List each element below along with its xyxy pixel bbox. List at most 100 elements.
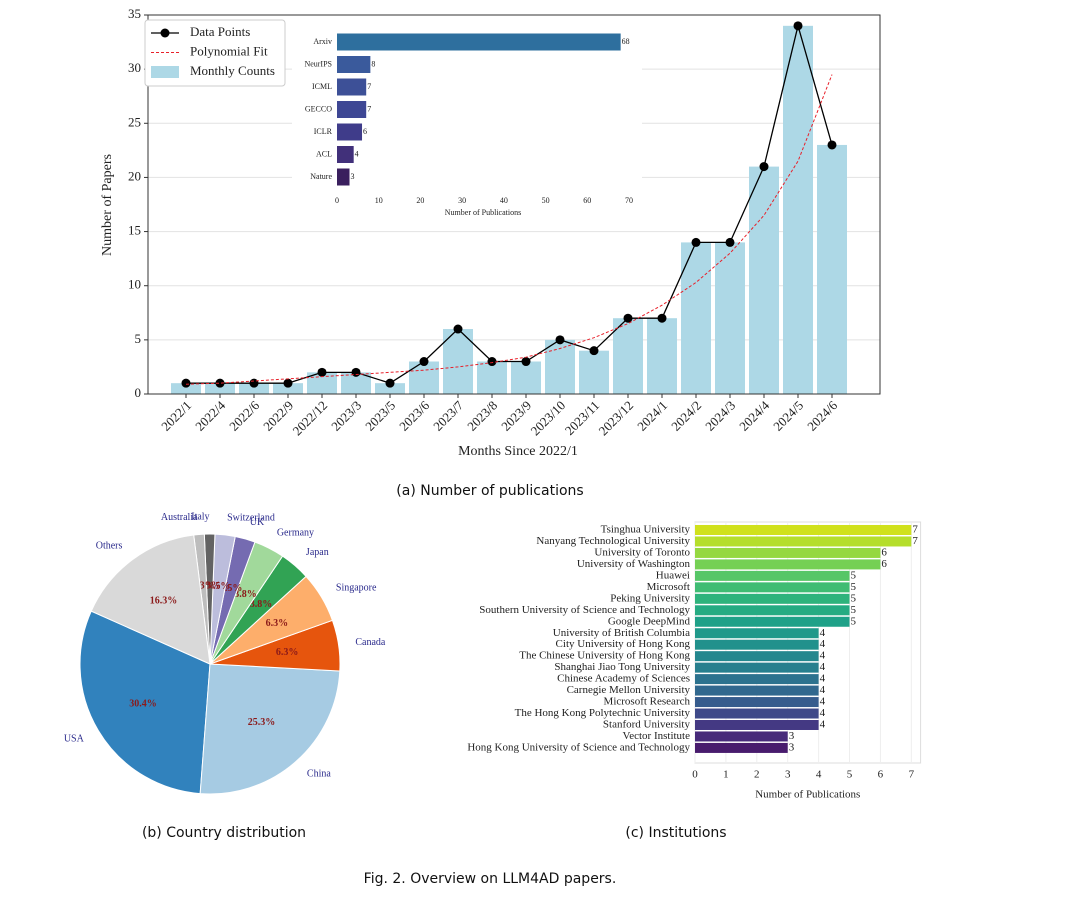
- data-point: [555, 335, 565, 345]
- x-tick-label: 2: [754, 769, 760, 781]
- value-label: 4: [820, 673, 826, 685]
- slice-value-label: 2.5%: [208, 581, 231, 592]
- value-label: 4: [820, 719, 826, 731]
- bar: [337, 56, 371, 73]
- value-label: 3: [789, 741, 795, 753]
- category-label: GECCO: [305, 104, 332, 113]
- bar: [695, 605, 850, 616]
- bar: [171, 383, 201, 394]
- pie-slice: [199, 663, 341, 795]
- figure-caption: Fig. 2. Overview on LLM4AD papers.: [364, 871, 617, 887]
- value-label: 3: [789, 730, 795, 742]
- plot-frame: [147, 14, 881, 395]
- bar: [695, 742, 788, 753]
- value-label: 7: [367, 104, 371, 113]
- x-tick-label: 20: [416, 196, 424, 205]
- x-tick-label: 0: [692, 769, 698, 781]
- legend-label: Polynomial Fit: [190, 43, 268, 58]
- value-label: 6: [881, 546, 887, 558]
- bar: [695, 697, 819, 708]
- y-axis-label: Number of Papers: [100, 154, 115, 256]
- category-label: Microsoft: [647, 581, 690, 593]
- slice-value-label: 25.3%: [248, 717, 276, 728]
- data-point: [181, 378, 191, 388]
- data-point: [385, 378, 395, 388]
- slice-value-label: 30.4%: [129, 698, 157, 709]
- category-label: Vector Institute: [622, 730, 690, 742]
- slice-label: USA: [64, 734, 85, 745]
- legend-swatch: [151, 66, 179, 78]
- bar: [715, 242, 745, 394]
- y-tick-label: 35: [128, 6, 141, 21]
- bar: [337, 101, 367, 118]
- value-label: 4: [355, 149, 359, 158]
- y-tick-label: 15: [128, 223, 141, 238]
- data-point: [419, 357, 429, 367]
- x-axis-label: Months Since 2022/1: [458, 444, 578, 459]
- x-tick-label: 0: [335, 196, 339, 205]
- bar: [817, 144, 847, 394]
- bar: [273, 383, 303, 394]
- data-point: [623, 313, 633, 323]
- bar: [695, 570, 850, 581]
- bar: [337, 78, 367, 96]
- bar: [695, 639, 819, 650]
- value-label: 7: [912, 535, 918, 547]
- category-label: Google DeepMind: [608, 615, 691, 627]
- y-tick-label: 0: [135, 385, 142, 400]
- inset-background: [292, 24, 642, 222]
- data-point: [657, 313, 667, 323]
- x-tick-label: 50: [542, 196, 550, 205]
- pie-slice: [90, 534, 211, 665]
- value-label: 6: [881, 558, 887, 570]
- x-tick-label: 10: [375, 196, 383, 205]
- category-label: Arxiv: [313, 37, 332, 46]
- bar: [695, 731, 788, 742]
- value-label: 7: [912, 524, 918, 536]
- value-label: 4: [820, 661, 826, 673]
- category-label: City University of Hong Kong: [556, 638, 691, 650]
- slice-label: China: [307, 769, 331, 780]
- slice-label: Switzerland: [227, 512, 275, 523]
- caption: (b) Country distribution: [142, 825, 306, 841]
- legend-label: Data Points: [190, 24, 250, 39]
- bar: [337, 33, 621, 51]
- line: [186, 23, 833, 384]
- x-axis-label: Number of Publications: [755, 789, 860, 801]
- slice-value-label: 1.3%: [199, 580, 222, 591]
- data-point: [827, 140, 837, 150]
- data-point: [283, 378, 293, 388]
- slice-label: Singapore: [336, 583, 377, 594]
- category-label: Stanford University: [603, 719, 691, 731]
- bar: [205, 383, 235, 394]
- slice-label: UK: [250, 517, 265, 528]
- category-label: ICML: [312, 82, 332, 91]
- x-tick-label: 1: [723, 769, 729, 781]
- bar: [613, 318, 643, 394]
- slice-label: Italy: [191, 511, 209, 522]
- y-tick-label: 10: [128, 277, 141, 292]
- bar: [695, 559, 881, 570]
- category-label: ACL: [316, 149, 332, 158]
- category-label: NeurIPS: [304, 59, 332, 68]
- legend-box: [144, 19, 286, 87]
- data-point: [351, 367, 361, 377]
- data-point: [215, 378, 225, 388]
- value-label: 4: [820, 650, 826, 662]
- value-label: 4: [820, 627, 826, 639]
- y-tick-label: 25: [128, 114, 141, 129]
- bar: [695, 525, 912, 535]
- data-point: [691, 237, 701, 247]
- x-tick-label: 4: [816, 769, 822, 781]
- value-label: 5: [851, 569, 857, 581]
- bar: [337, 168, 350, 186]
- bar: [749, 166, 779, 394]
- line: [185, 74, 833, 385]
- value-label: 5: [851, 604, 857, 616]
- category-label: Microsoft Research: [604, 696, 691, 708]
- legend-label: Monthly Counts: [190, 63, 275, 78]
- category-label: Nanyang Technological University: [536, 535, 690, 547]
- bar: [341, 372, 371, 394]
- category-label: University of Toronto: [594, 546, 690, 558]
- bar: [695, 593, 850, 604]
